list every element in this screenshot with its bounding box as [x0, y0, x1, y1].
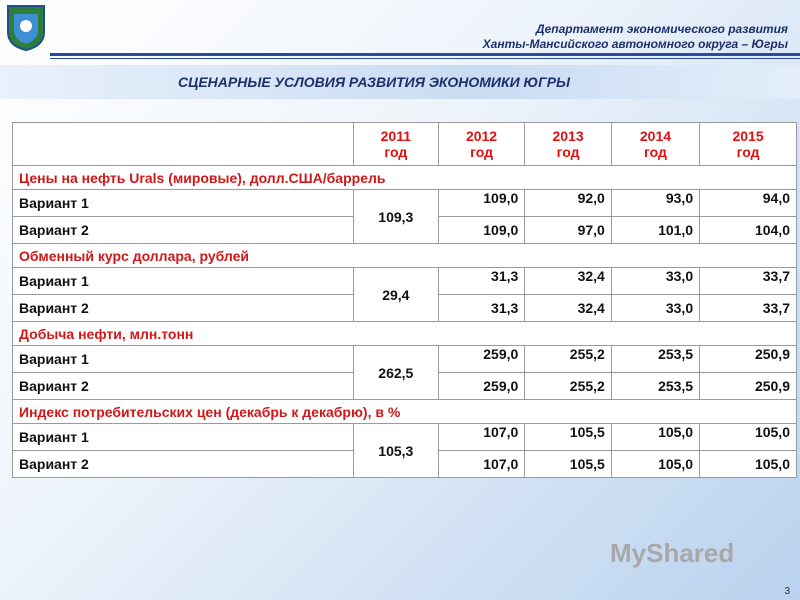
data-row: Вариант 2 107,0 105,5 105,0 105,0 [12, 450, 797, 478]
value-cell: 259,0 [437, 372, 526, 400]
base-value: 105,3 [352, 423, 439, 478]
rule [50, 53, 800, 56]
value-cell: 33,0 [610, 267, 701, 295]
section-row: Цены на нефть Urals (мировые), долл.США/… [12, 165, 797, 190]
row-label: Вариант 2 [12, 294, 354, 322]
value-cell: 107,0 [437, 450, 526, 478]
unit: год [736, 144, 760, 160]
value-cell: 32,4 [524, 294, 612, 322]
value-cell: 105,0 [699, 450, 797, 478]
header-cell: 2011 год [352, 122, 439, 166]
value-cell: 105,5 [524, 450, 612, 478]
section-title: Добыча нефти, млн.тонн [12, 321, 797, 346]
year: 2011 [380, 128, 412, 144]
unit: год [384, 144, 408, 160]
value-cell: 31,3 [437, 267, 526, 295]
header-cell: 2015 год [699, 122, 797, 166]
value-cell: 255,2 [524, 345, 612, 373]
header-line: Ханты-Мансийского автономного округа – Ю… [482, 37, 788, 51]
unit: год [556, 144, 580, 160]
value-cell: 105,5 [524, 423, 612, 451]
section-row: Обменный курс доллара, рублей [12, 243, 797, 268]
section-title: Цены на нефть Urals (мировые), долл.США/… [12, 165, 797, 190]
row-label: Вариант 2 [12, 216, 354, 244]
slide-title: СЦЕНАРНЫЕ УСЛОВИЯ РАЗВИТИЯ ЭКОНОМИКИ ЮГР… [178, 74, 571, 90]
value-cell: 93,0 [610, 189, 701, 217]
year: 2012 [465, 128, 498, 144]
unit: год [470, 144, 493, 160]
data-table: 2011 год 2012 год 2013 год 2014 год 2015 год Цены … [12, 122, 797, 478]
value-cell: 253,5 [610, 372, 701, 400]
watermark: MyShared [610, 538, 735, 568]
base-value: 29,4 [352, 267, 439, 322]
value-cell: 32,4 [524, 267, 612, 295]
header-cell: 2014 год [610, 122, 701, 166]
value-cell: 97,0 [524, 216, 612, 244]
value-cell: 255,2 [524, 372, 612, 400]
header-line: Департамент экономического развития [535, 22, 788, 36]
value-cell: 109,0 [437, 189, 526, 217]
data-row: Вариант 1 109,3 109,0 92,0 93,0 94,0 [12, 189, 797, 244]
value-cell: 94,0 [699, 189, 797, 217]
value-cell: 33,7 [699, 267, 797, 295]
value-cell: 253,5 [610, 345, 701, 373]
row-label: Вариант 2 [12, 450, 354, 478]
row-label: Вариант 1 [12, 423, 354, 451]
year: 2014 [639, 128, 672, 144]
logo [7, 5, 45, 52]
value-cell: 101,0 [610, 216, 701, 244]
page-number: 3 [784, 586, 790, 597]
header-cell: 2013 год [524, 122, 612, 166]
header-cell [12, 122, 354, 166]
data-row: Вариант 2 259,0 255,2 253,5 250,9 [12, 372, 797, 400]
data-row: Вариант 1 29,4 31,3 32,4 33,0 33,7 [12, 267, 797, 322]
value-cell: 105,0 [699, 423, 797, 451]
value-cell: 33,0 [610, 294, 701, 322]
data-row: Вариант 1 105,3 107,0 105,5 105,0 105,0 [12, 423, 797, 478]
data-row: Вариант 1 262,5 259,0 255,2 253,5 250,9 [12, 345, 797, 400]
base-value: 109,3 [352, 189, 439, 244]
section-title: Обменный курс доллара, рублей [12, 243, 797, 268]
year: 2013 [552, 128, 584, 144]
base-value: 262,5 [352, 345, 439, 400]
row-label: Вариант 1 [12, 267, 354, 295]
unit: год [644, 144, 667, 160]
section-title: Индекс потребительских цен (декабрь к де… [12, 399, 797, 424]
header-row: 2011 год 2012 год 2013 год 2014 год 2015 год [12, 122, 797, 166]
value-cell: 105,0 [610, 423, 701, 451]
value-cell: 259,0 [437, 345, 526, 373]
section-row: Добыча нефти, млн.тонн [12, 321, 797, 346]
title-bar [0, 65, 800, 99]
section-row: Индекс потребительских цен (декабрь к де… [12, 399, 797, 424]
data-row: Вариант 2 109,0 97,0 101,0 104,0 [12, 216, 797, 244]
value-cell: 92,0 [524, 189, 612, 217]
rule [50, 58, 800, 59]
value-cell: 250,9 [699, 372, 797, 400]
row-label: Вариант 1 [12, 345, 354, 373]
header: Департамент экономического развития Хант… [483, 22, 788, 52]
value-cell: 104,0 [699, 216, 797, 244]
value-cell: 105,0 [610, 450, 701, 478]
row-label: Вариант 1 [12, 189, 354, 217]
value-cell: 109,0 [437, 216, 526, 244]
year: 2015 [732, 128, 764, 144]
data-row: Вариант 2 31,3 32,4 33,0 33,7 [12, 294, 797, 322]
value-cell: 250,9 [699, 345, 797, 373]
value-cell: 107,0 [437, 423, 526, 451]
value-cell: 31,3 [437, 294, 526, 322]
row-label: Вариант 2 [12, 372, 354, 400]
header-cell: 2012 год [437, 122, 526, 166]
value-cell: 33,7 [699, 294, 797, 322]
